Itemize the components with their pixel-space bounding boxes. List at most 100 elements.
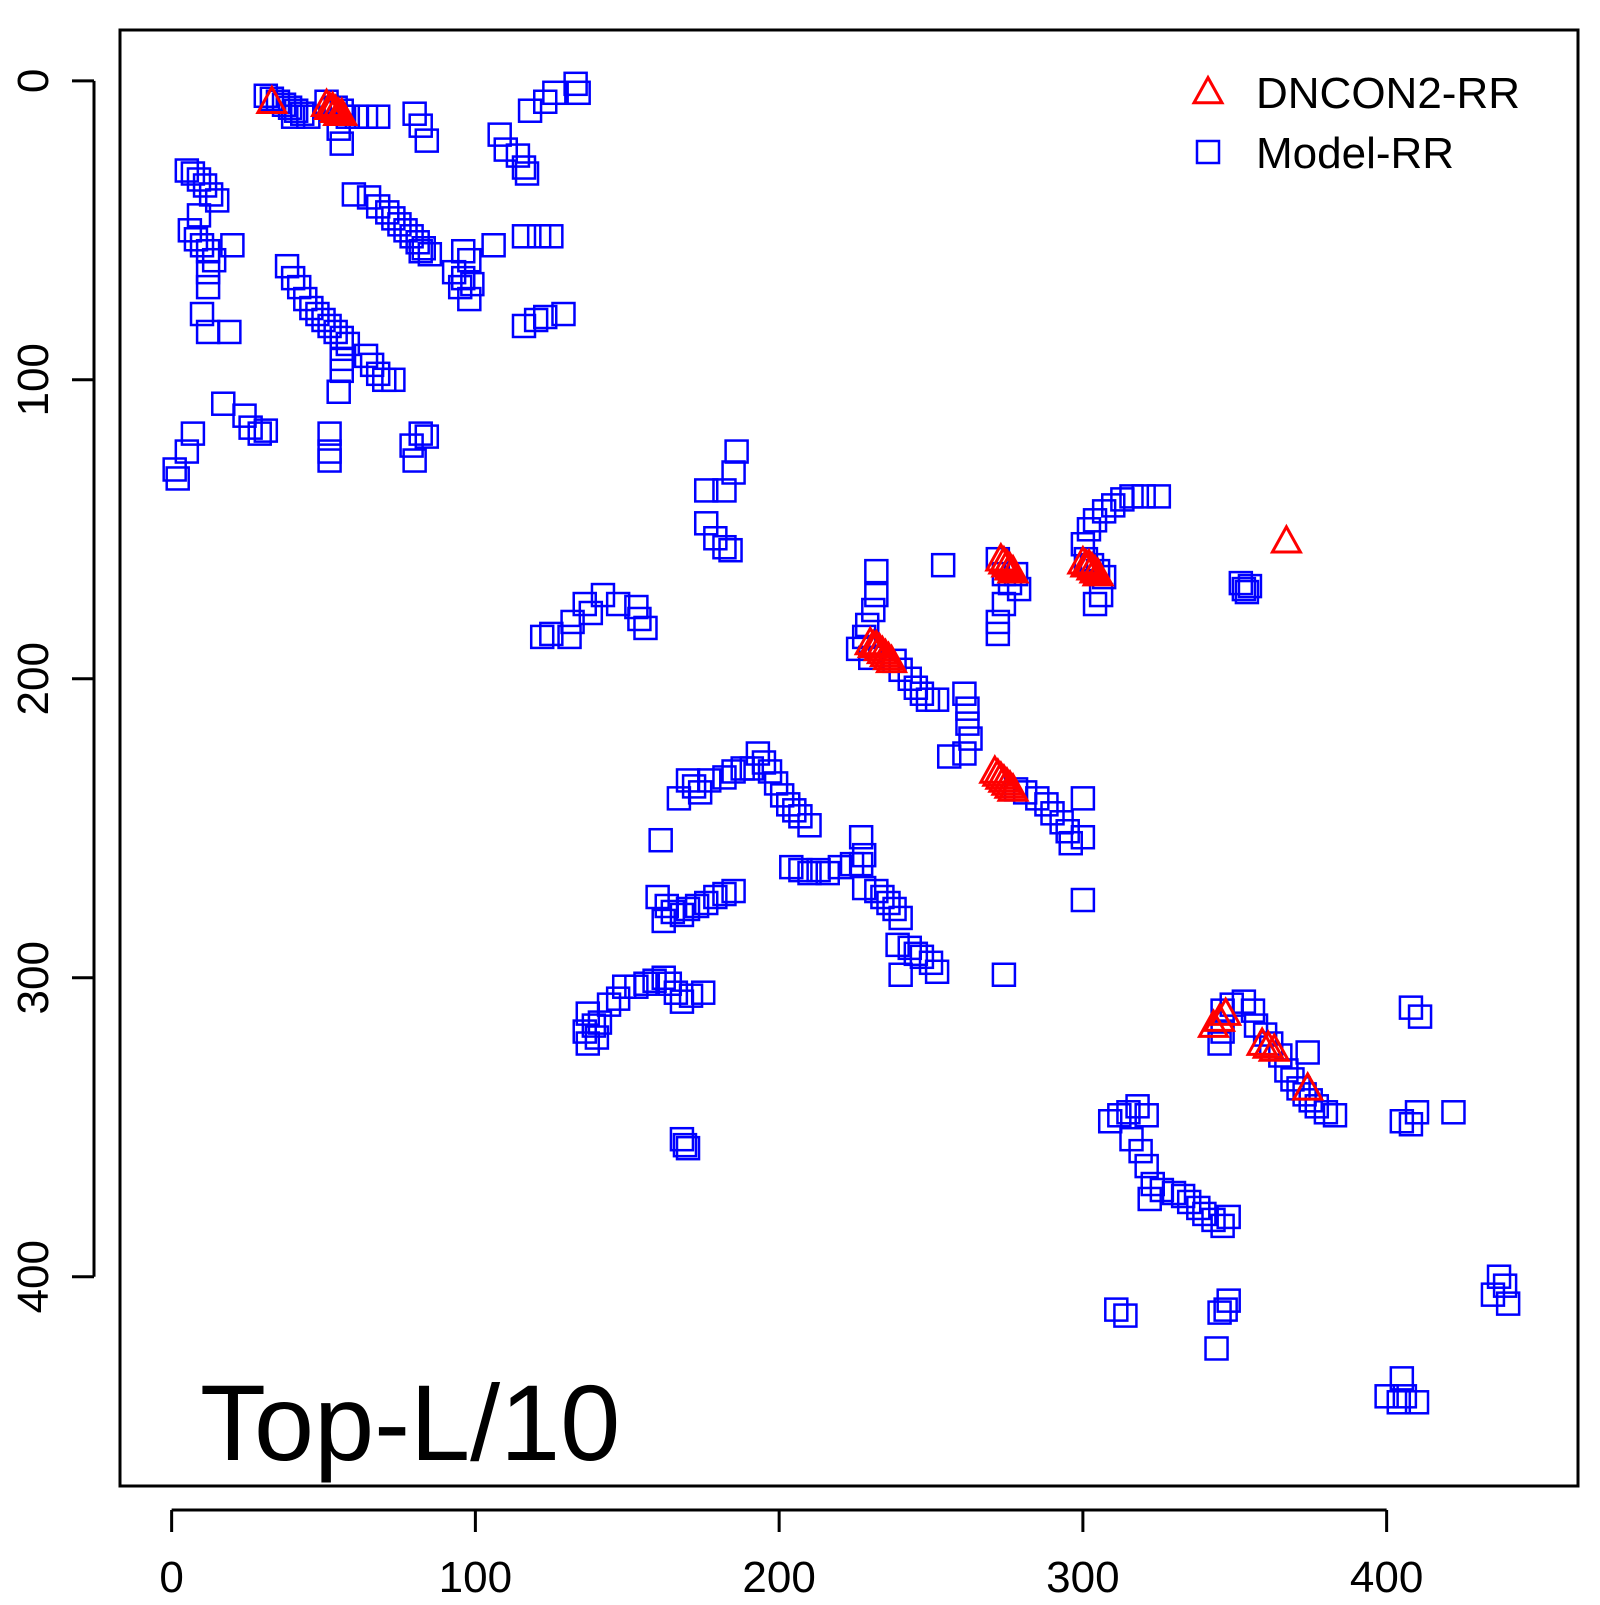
model-rr-point: [936, 744, 962, 769]
model-rr-point: [317, 421, 342, 446]
x-tick-label: 0: [159, 1553, 183, 1600]
model-rr-point: [408, 421, 433, 446]
dncon2-rr-point: [996, 771, 1030, 802]
model-rr-point: [1234, 579, 1260, 605]
model-rr-point: [253, 418, 279, 443]
model-rr-point: [1295, 1040, 1320, 1065]
legend-marker-1: [1191, 74, 1225, 105]
model-rr-point: [788, 804, 813, 829]
model-rr-point: [924, 959, 950, 985]
model-rr-point: [1374, 1384, 1399, 1409]
model-rr-point: [675, 896, 701, 922]
model-rr-point: [633, 971, 658, 996]
model-rr-point: [955, 696, 980, 721]
model-rr-point: [1113, 1303, 1138, 1328]
dncon2-rr-point: [1251, 1029, 1285, 1059]
model-rr-point: [447, 274, 473, 300]
model-rr-point: [666, 786, 692, 811]
model-rr-point: [596, 992, 622, 1017]
model-rr-point: [165, 466, 190, 491]
x-tick-label: 300: [1046, 1553, 1119, 1600]
model-rr-point: [408, 113, 433, 138]
model-rr-point: [1407, 1004, 1433, 1029]
x-tick-label: 400: [1350, 1553, 1423, 1600]
model-rr-point: [1034, 792, 1059, 817]
model-rr-point: [782, 798, 807, 823]
model-rr-point: [1441, 1100, 1466, 1125]
model-rr-point: [693, 511, 719, 536]
model-rr-point: [566, 80, 591, 106]
model-rr-point: [1322, 1103, 1348, 1128]
model-rr-point: [909, 944, 935, 970]
plot-frame: [118, 28, 1580, 1488]
model-rr-point: [539, 621, 564, 647]
model-rr-point: [624, 974, 649, 999]
model-rr-point: [1204, 1336, 1229, 1361]
model-rr-point: [684, 893, 710, 919]
model-rr-point: [991, 962, 1017, 988]
model-rr-point: [1104, 1297, 1129, 1322]
marks-layer: [162, 71, 1521, 1415]
dncon2-rr-point: [1257, 1032, 1291, 1062]
model-rr-point: [1137, 1186, 1162, 1212]
model-rr-point: [1082, 591, 1108, 617]
model-rr-point: [1228, 570, 1254, 596]
model-rr-point: [669, 1126, 695, 1152]
model-rr-point: [450, 238, 476, 264]
x-tick-label: 200: [742, 1553, 815, 1600]
model-rr-point: [514, 161, 540, 186]
model-rr-point: [1107, 1103, 1132, 1128]
model-rr-point: [779, 854, 804, 880]
model-rr-point: [356, 185, 382, 210]
model-rr-point: [533, 89, 558, 115]
model-rr-point: [186, 203, 212, 228]
model-rr-point: [1304, 1094, 1330, 1119]
model-rr-point: [1216, 1204, 1241, 1230]
model-rr-point: [326, 379, 351, 405]
model-rr-point: [365, 104, 391, 129]
model-rr-point: [952, 681, 977, 706]
model-rr-point: [848, 851, 874, 877]
model-rr-point: [669, 902, 695, 928]
model-rr-point: [1213, 1297, 1238, 1322]
model-rr-point: [402, 448, 427, 473]
x-tick-label: 100: [439, 1553, 512, 1600]
model-rr-point: [924, 687, 950, 712]
model-rr-point: [712, 881, 737, 907]
model-rr-point: [1076, 517, 1102, 542]
model-rr-point: [797, 813, 822, 838]
model-rr-point: [511, 155, 537, 180]
model-rr-point: [517, 98, 543, 123]
model-rr-point: [712, 478, 737, 503]
model-rr-point: [195, 274, 221, 300]
legend-label-1: DNCON2-RR: [1256, 69, 1520, 118]
model-rr-point: [1128, 1138, 1153, 1164]
model-rr-point: [864, 558, 889, 584]
model-rr-point: [280, 104, 306, 129]
model-rr-point: [633, 615, 658, 641]
model-rr-point: [578, 600, 604, 626]
model-rr-point: [721, 878, 746, 904]
model-rr-point: [1389, 1366, 1415, 1391]
model-rr-point: [660, 899, 686, 925]
model-rr-point: [1398, 1111, 1424, 1137]
model-rr-point: [1231, 989, 1257, 1014]
model-rr-point: [408, 238, 433, 264]
model-rr-point: [204, 188, 230, 213]
model-rr-point: [985, 621, 1011, 647]
dncon2-rr-point: [325, 96, 359, 127]
model-rr-point: [1492, 1273, 1518, 1298]
model-rr-point: [797, 860, 822, 886]
y-tick-label: 0: [9, 69, 58, 93]
legend-label-2: Model-RR: [1256, 129, 1454, 178]
model-rr-point: [180, 421, 206, 446]
model-rr-point: [1207, 1300, 1232, 1325]
model-rr-point: [1243, 1013, 1269, 1038]
model-rr-point: [605, 591, 631, 617]
model-rr-point: [1116, 1100, 1141, 1125]
model-rr-point: [909, 681, 935, 706]
dncon2-rr-point: [1081, 556, 1115, 587]
model-rr-point: [247, 421, 272, 446]
model-rr-point: [882, 896, 907, 922]
